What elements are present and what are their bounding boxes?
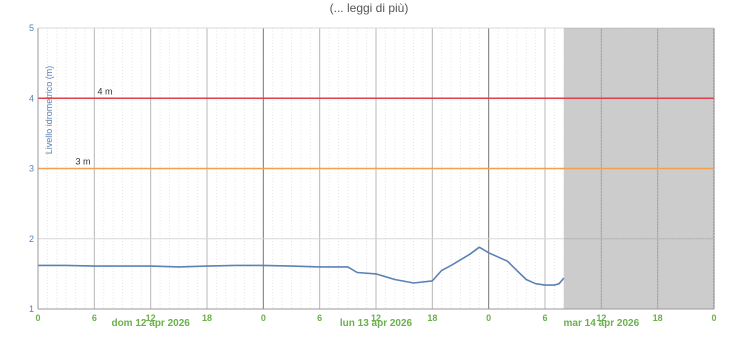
x-tick-label: 6 [542, 313, 547, 323]
x-tick-label: 12 [146, 313, 156, 323]
x-tick-label: 18 [653, 313, 663, 323]
x-tick-label: 18 [427, 313, 437, 323]
y-tick-label: 3 [29, 164, 34, 174]
x-tick-label: 12 [596, 313, 606, 323]
header-text[interactable]: (... leggi di più) [330, 1, 409, 15]
x-tick-label: 0 [711, 313, 716, 323]
x-tick-label: 6 [317, 313, 322, 323]
y-tick-label: 5 [29, 23, 34, 33]
day-label: lun 13 apr 2026 [340, 318, 413, 329]
x-tick-label: 0 [35, 313, 40, 323]
day-label: dom 12 apr 2026 [111, 318, 190, 329]
x-tick-label: 0 [486, 313, 491, 323]
day-label: mar 14 apr 2026 [564, 318, 640, 329]
series-line [38, 246, 565, 286]
x-tick-label: 12 [371, 313, 381, 323]
y-tick-label: 2 [29, 234, 34, 244]
x-tick-label: 18 [202, 313, 212, 323]
y-tick-label: 4 [29, 93, 34, 103]
y-axis-label: Livello idrometrico (m) [44, 66, 54, 155]
x-tick-label: 6 [92, 313, 97, 323]
y-tick-label: 1 [29, 304, 34, 314]
threshold-label: 4 m [97, 86, 112, 96]
x-tick-label: 0 [261, 313, 266, 323]
threshold-label: 3 m [75, 157, 90, 167]
